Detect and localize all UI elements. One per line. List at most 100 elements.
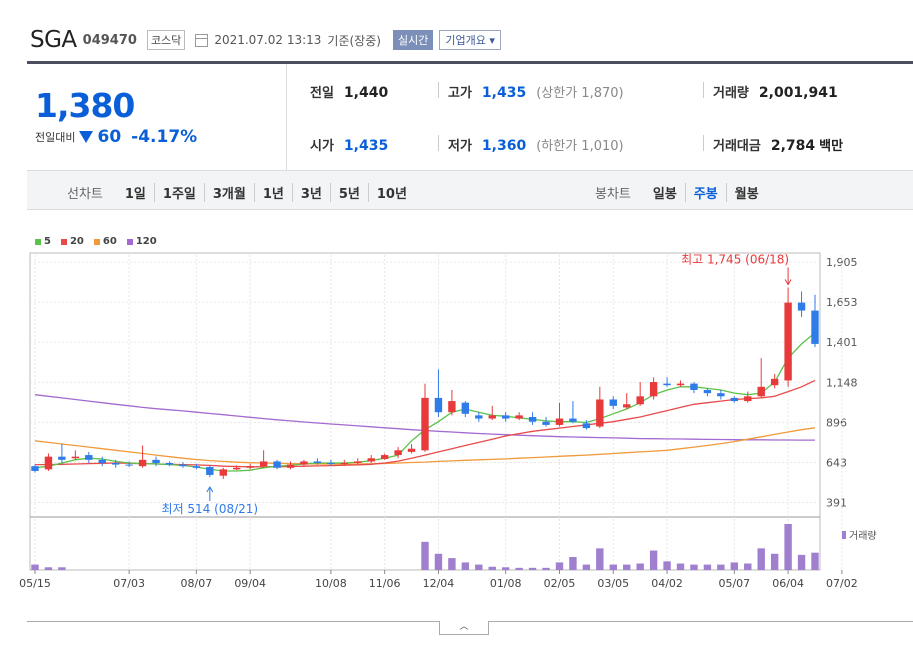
candle-body bbox=[233, 467, 241, 470]
chart-collapse-button[interactable]: ︿ bbox=[439, 621, 489, 635]
tab-daily[interactable]: 일봉 bbox=[652, 187, 677, 202]
line-chart-title: 선차트 bbox=[67, 187, 103, 202]
candle-body bbox=[744, 396, 752, 402]
stat-high-value: 1,435 bbox=[481, 85, 527, 101]
y-tick-label: 391 bbox=[826, 497, 847, 510]
volume-bar bbox=[528, 567, 537, 570]
volume-bar bbox=[515, 567, 523, 570]
tab-5y[interactable]: 5년 bbox=[329, 183, 368, 202]
candle-body bbox=[206, 466, 214, 475]
candle-body bbox=[555, 418, 564, 425]
stat-volume: 거래량 2,001,941 bbox=[703, 82, 838, 101]
x-tick-label: 11/06 bbox=[369, 577, 401, 590]
tab-1w[interactable]: 1주일 bbox=[153, 183, 204, 202]
stat-amount-value: 2,784 bbox=[770, 138, 816, 154]
candle-body bbox=[31, 466, 39, 471]
candle-body bbox=[690, 383, 698, 390]
candle-body bbox=[152, 459, 160, 464]
candle-body bbox=[421, 397, 429, 451]
volume-bar bbox=[663, 561, 671, 570]
change-percent: -4.17% bbox=[131, 127, 198, 147]
high-annotation: 최고 1,745 (06/18) bbox=[681, 253, 789, 267]
volume-bar bbox=[58, 567, 66, 570]
legend-ma60: 60 bbox=[93, 236, 117, 247]
candle-body bbox=[461, 402, 470, 414]
y-tick-label: 1,148 bbox=[826, 376, 858, 389]
tab-10y[interactable]: 10년 bbox=[367, 183, 415, 202]
quote-datetime: 2021.07.02 13:13 bbox=[214, 33, 322, 47]
volume-bar bbox=[649, 550, 658, 570]
chevron-down-icon: ▾ bbox=[489, 34, 495, 47]
stat-volume-label: 거래량 bbox=[713, 86, 749, 101]
stats-panel: 전일 1,440 고가 1,435 (상한가 1,870) 거래량 2,001,… bbox=[288, 64, 913, 170]
stock-header: SGA 049470 코스닥 2021.07.02 13:13 기준(장중) 실… bbox=[30, 22, 501, 58]
company-overview-dropdown[interactable]: 기업개요 ▾ bbox=[439, 30, 501, 50]
legend-swatch bbox=[126, 238, 133, 245]
candle-body bbox=[609, 399, 617, 406]
volume-bar bbox=[797, 554, 806, 570]
candle-body bbox=[327, 463, 335, 465]
tab-3y[interactable]: 3년 bbox=[291, 183, 330, 202]
volume-bar bbox=[676, 563, 685, 570]
tab-1d[interactable]: 1일 bbox=[124, 187, 146, 202]
candle-body bbox=[219, 469, 227, 476]
stat-open-value: 1,435 bbox=[343, 138, 389, 154]
down-triangle-icon bbox=[79, 131, 94, 143]
tab-3m[interactable]: 3개월 bbox=[203, 183, 254, 202]
volume-bar bbox=[582, 564, 591, 570]
x-tick-label: 06/04 bbox=[772, 577, 804, 590]
legend-swatch bbox=[35, 238, 41, 245]
candle-body bbox=[434, 397, 443, 413]
volume-bar bbox=[784, 524, 792, 570]
tab-weekly[interactable]: 주봉 bbox=[684, 183, 726, 202]
candle-body bbox=[811, 310, 819, 344]
quote-basis: 기준(장중) bbox=[327, 33, 381, 48]
candle-body bbox=[475, 415, 483, 419]
candle-body bbox=[192, 466, 201, 468]
tab-monthly[interactable]: 월봉 bbox=[725, 183, 767, 202]
candle-body bbox=[596, 399, 604, 427]
market-badge: 코스닥 bbox=[146, 30, 186, 50]
x-tick-label: 12/04 bbox=[423, 577, 455, 590]
stat-prev-value: 1,440 bbox=[343, 85, 389, 101]
volume-bar bbox=[609, 564, 617, 570]
candle-body bbox=[770, 378, 779, 386]
legend-ma5: 5 bbox=[35, 236, 51, 247]
price-change: 전일대비 60 -4.17% bbox=[35, 127, 197, 147]
candle-body bbox=[125, 464, 133, 466]
stat-upper-limit: (상한가 1,870) bbox=[536, 86, 624, 101]
stock-code: 049470 bbox=[82, 32, 137, 48]
stat-low-value: 1,360 bbox=[481, 138, 527, 154]
x-tick-label: 10/08 bbox=[315, 577, 347, 590]
change-amount: 60 bbox=[97, 127, 122, 147]
legend-label: 60 bbox=[102, 236, 117, 247]
stat-separator bbox=[438, 82, 439, 98]
tab-1y[interactable]: 1년 bbox=[253, 183, 292, 202]
candle-chart-title: 봉차트 bbox=[595, 187, 631, 202]
candle-body bbox=[717, 393, 725, 397]
x-tick-label: 05/07 bbox=[718, 577, 750, 590]
x-tick-label: 09/04 bbox=[234, 577, 266, 590]
candle-body bbox=[380, 455, 389, 460]
volume-bar bbox=[488, 566, 496, 570]
volume-bar bbox=[636, 563, 644, 570]
candle-body bbox=[394, 450, 402, 456]
volume-bar bbox=[542, 567, 550, 570]
legend-swatch bbox=[60, 238, 67, 245]
x-tick-label: 05/15 bbox=[19, 577, 51, 590]
volume-bar bbox=[717, 564, 725, 570]
volume-bar bbox=[811, 552, 819, 570]
volume-bar bbox=[757, 548, 765, 570]
realtime-button[interactable]: 실시간 bbox=[392, 30, 434, 50]
x-tick-label: 01/08 bbox=[490, 577, 522, 590]
candle-body bbox=[569, 418, 577, 422]
candle-body bbox=[663, 383, 671, 386]
volume-legend-swatch bbox=[842, 531, 846, 539]
candle-body bbox=[730, 397, 739, 402]
line-chart-tabs: 선차트 1일 1주일 3개월 1년 3년 5년 10년 bbox=[67, 183, 415, 202]
stat-open-label: 시가 bbox=[310, 139, 334, 154]
stat-separator bbox=[703, 82, 704, 98]
candle-body bbox=[286, 464, 295, 468]
stat-low-label: 저가 bbox=[448, 139, 472, 154]
stat-volume-value: 2,001,941 bbox=[758, 85, 838, 101]
